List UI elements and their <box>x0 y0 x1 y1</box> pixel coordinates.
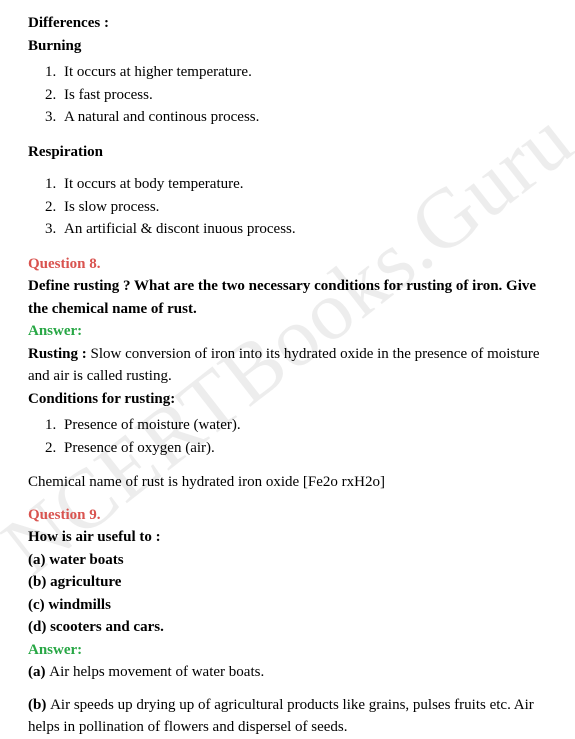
answer-b-label: (b) <box>28 697 50 713</box>
option-c: (c) windmills <box>28 594 547 617</box>
respiration-title: Respiration <box>28 141 547 164</box>
answer-9a: (a) Air helps movement of water boats. <box>28 661 547 684</box>
respiration-list: It occurs at body temperature. Is slow p… <box>60 173 547 241</box>
burning-list: It occurs at higher temperature. Is fast… <box>60 61 547 129</box>
option-a: (a) water boats <box>28 549 547 572</box>
answer-a-text: Air helps movement of water boats. <box>49 664 264 680</box>
list-item: A natural and continous process. <box>60 106 547 129</box>
conditions-heading: Conditions for rusting: <box>28 388 547 411</box>
question-8-label: Question 8. <box>28 253 547 276</box>
rusting-term: Rusting : <box>28 346 91 362</box>
document-content: Differences : Burning It occurs at highe… <box>28 12 547 739</box>
list-item: Presence of oxygen (air). <box>60 437 547 460</box>
list-item: It occurs at higher temperature. <box>60 61 547 84</box>
list-item: Is slow process. <box>60 196 547 219</box>
list-item: An artificial & discont inuous process. <box>60 218 547 241</box>
option-b: (b) agriculture <box>28 571 547 594</box>
question-8-prompt: Define rusting ? What are the two necess… <box>28 275 547 320</box>
burning-title: Burning <box>28 35 547 58</box>
answer-8-label: Answer: <box>28 320 547 343</box>
differences-heading: Differences : <box>28 12 547 35</box>
option-d: (d) scooters and cars. <box>28 616 547 639</box>
answer-9-label: Answer: <box>28 639 547 662</box>
answer-a-label: (a) <box>28 664 49 680</box>
answer-9b: (b) Air speeds up drying up of agricultu… <box>28 694 547 739</box>
list-item: Is fast process. <box>60 84 547 107</box>
chemical-name-text: Chemical name of rust is hydrated iron o… <box>28 471 547 494</box>
answer-b-text: Air speeds up drying up of agricultural … <box>28 697 534 736</box>
rusting-definition: Rusting : Slow conversion of iron into i… <box>28 343 547 388</box>
conditions-list: Presence of moisture (water). Presence o… <box>60 414 547 459</box>
rusting-text: Slow conversion of iron into its hydrate… <box>28 346 540 385</box>
question-9-label: Question 9. <box>28 504 547 527</box>
list-item: It occurs at body temperature. <box>60 173 547 196</box>
question-9-prompt: How is air useful to : <box>28 526 547 549</box>
list-item: Presence of moisture (water). <box>60 414 547 437</box>
